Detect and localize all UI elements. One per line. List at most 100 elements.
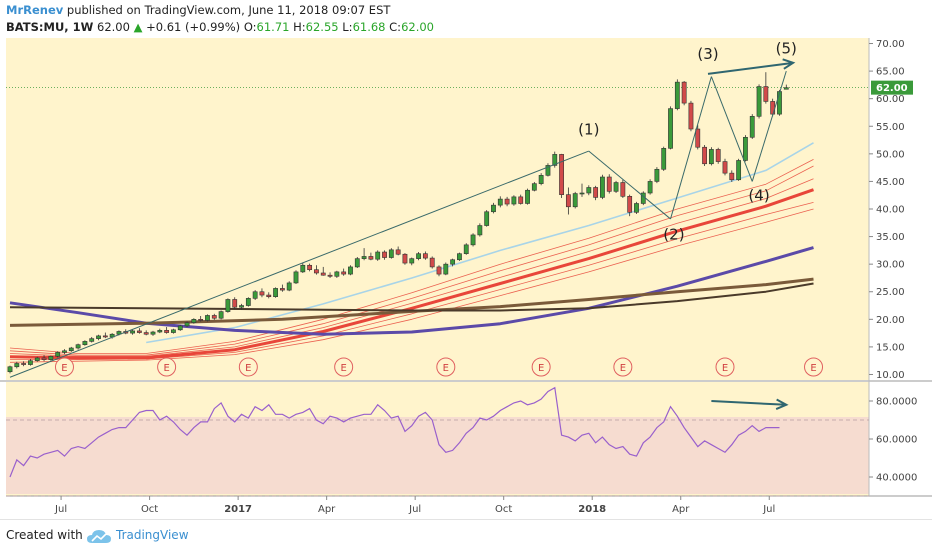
earnings-label: E bbox=[163, 363, 169, 374]
time-tick-label: 2017 bbox=[224, 504, 252, 515]
symbol-label: BATS:MU, 1W bbox=[6, 20, 94, 34]
candle-body bbox=[518, 196, 524, 204]
candle-body bbox=[388, 249, 394, 258]
wave-lines: (1) (2) (3) (4) (5) bbox=[9, 39, 797, 378]
candle-body bbox=[307, 264, 313, 270]
price-tick-label: 55.00 bbox=[876, 122, 905, 133]
price-tick-label: 35.00 bbox=[876, 232, 905, 243]
candle-body bbox=[688, 102, 694, 130]
candle-body bbox=[55, 352, 61, 357]
candle-body bbox=[647, 181, 653, 194]
candle-body bbox=[722, 161, 728, 174]
candle-body bbox=[565, 194, 571, 208]
candle-body bbox=[320, 272, 326, 276]
candle-body bbox=[143, 332, 149, 335]
candle-body bbox=[545, 165, 551, 176]
earnings-circle bbox=[54, 357, 74, 377]
candle-body bbox=[395, 249, 401, 255]
earnings-marker: E bbox=[157, 357, 177, 377]
candle-body bbox=[266, 294, 272, 298]
price-tick-label: 45.00 bbox=[876, 177, 905, 188]
candle-body bbox=[743, 136, 748, 161]
candle-body bbox=[695, 128, 701, 148]
candle-body bbox=[184, 322, 190, 327]
candle-body bbox=[157, 330, 163, 333]
candle-body bbox=[477, 225, 483, 236]
candle-body bbox=[613, 182, 619, 192]
high-value: 62.55 bbox=[305, 20, 339, 34]
symbol-header: BATS:MU, 1W 62.00 ▲ +0.61 (+0.99%) O:61.… bbox=[6, 20, 434, 34]
price-tick-label: 20.00 bbox=[876, 315, 905, 326]
high-label: H: bbox=[293, 20, 306, 34]
candle-body bbox=[429, 257, 435, 268]
candle-body bbox=[443, 263, 449, 275]
author-link[interactable]: MrRenev bbox=[6, 3, 64, 17]
open-value: 61.71 bbox=[256, 20, 290, 34]
candle-body bbox=[348, 266, 353, 275]
ma-line-ema_thin-6 bbox=[9, 208, 814, 363]
price-badge-label: 62.00 bbox=[876, 83, 908, 94]
candle-body bbox=[593, 187, 599, 198]
candle-body bbox=[279, 288, 285, 291]
time-tick-label: Apr bbox=[672, 504, 690, 515]
close-value: 62.00 bbox=[401, 20, 434, 34]
earnings-label: E bbox=[810, 363, 816, 374]
wave-trend-arrow bbox=[707, 61, 794, 75]
candle-body bbox=[7, 366, 13, 373]
candle-body bbox=[89, 338, 95, 342]
candle-body bbox=[341, 271, 347, 275]
candle-body bbox=[491, 204, 496, 213]
earnings-marker: E bbox=[531, 357, 551, 377]
candle-body bbox=[382, 251, 387, 258]
wave-label: (1) bbox=[578, 121, 599, 139]
rsi-trend-arrow bbox=[711, 400, 787, 406]
candle-body bbox=[136, 330, 142, 333]
candle-body bbox=[627, 196, 633, 213]
candle-body bbox=[245, 298, 251, 306]
wave-label: (5) bbox=[776, 39, 797, 57]
candle-body bbox=[538, 175, 544, 184]
tradingview-link[interactable]: TradingView bbox=[116, 528, 189, 542]
time-tick-label: Oct bbox=[495, 504, 512, 515]
price-tick-label: 25.00 bbox=[876, 287, 905, 298]
publish-info: published on TradingView.com, June 11, 2… bbox=[66, 3, 391, 17]
candle-body bbox=[34, 357, 40, 361]
candle-body bbox=[531, 183, 537, 191]
candle-body bbox=[164, 330, 170, 333]
price-tick-label: 70.00 bbox=[876, 39, 905, 50]
price-tick-label: 15.00 bbox=[876, 342, 905, 353]
candle-body bbox=[334, 271, 340, 277]
candle-body bbox=[634, 203, 639, 213]
candle-body bbox=[511, 196, 517, 205]
earnings-circle bbox=[238, 357, 258, 377]
candle-body bbox=[422, 253, 428, 259]
candle-body bbox=[484, 211, 490, 226]
earnings-circle bbox=[436, 357, 456, 377]
ma-line-sma_blue-7 bbox=[9, 246, 814, 336]
candle-body bbox=[62, 350, 67, 353]
candle-body bbox=[368, 256, 374, 260]
candle-body bbox=[402, 253, 408, 264]
time-tick-label: Jul bbox=[762, 504, 775, 515]
axes: 10.00 15.00 20.00 25.00 30.00 35.00 40.00 45.00… bbox=[54, 39, 917, 515]
candle-body bbox=[715, 149, 721, 162]
earnings-circle bbox=[613, 357, 633, 377]
candle-body bbox=[191, 319, 197, 323]
candle-body bbox=[211, 315, 217, 319]
candle-body bbox=[572, 193, 578, 208]
rsi-tick-label: 60.0000 bbox=[876, 435, 917, 446]
candle-body bbox=[579, 192, 585, 195]
rsi-trend-arrow-head bbox=[775, 398, 789, 410]
rsi-tick-label: 40.0000 bbox=[876, 473, 917, 484]
wave-trend-arrow-head bbox=[782, 58, 796, 70]
earnings-marker: E bbox=[613, 357, 633, 377]
price-tick-label: 65.00 bbox=[876, 67, 905, 78]
candle-body bbox=[225, 299, 231, 312]
earnings-marker: E bbox=[804, 357, 824, 377]
ma-line-ema_thin-4 bbox=[9, 178, 814, 357]
earnings-circle bbox=[531, 357, 551, 377]
chart-area[interactable]: (1) (2) (3) (4) (5) E E E E E E E E E 10.00 15.00 20.0… bbox=[0, 0, 932, 519]
candle-body bbox=[654, 168, 660, 182]
wave-label: (3) bbox=[697, 45, 718, 63]
